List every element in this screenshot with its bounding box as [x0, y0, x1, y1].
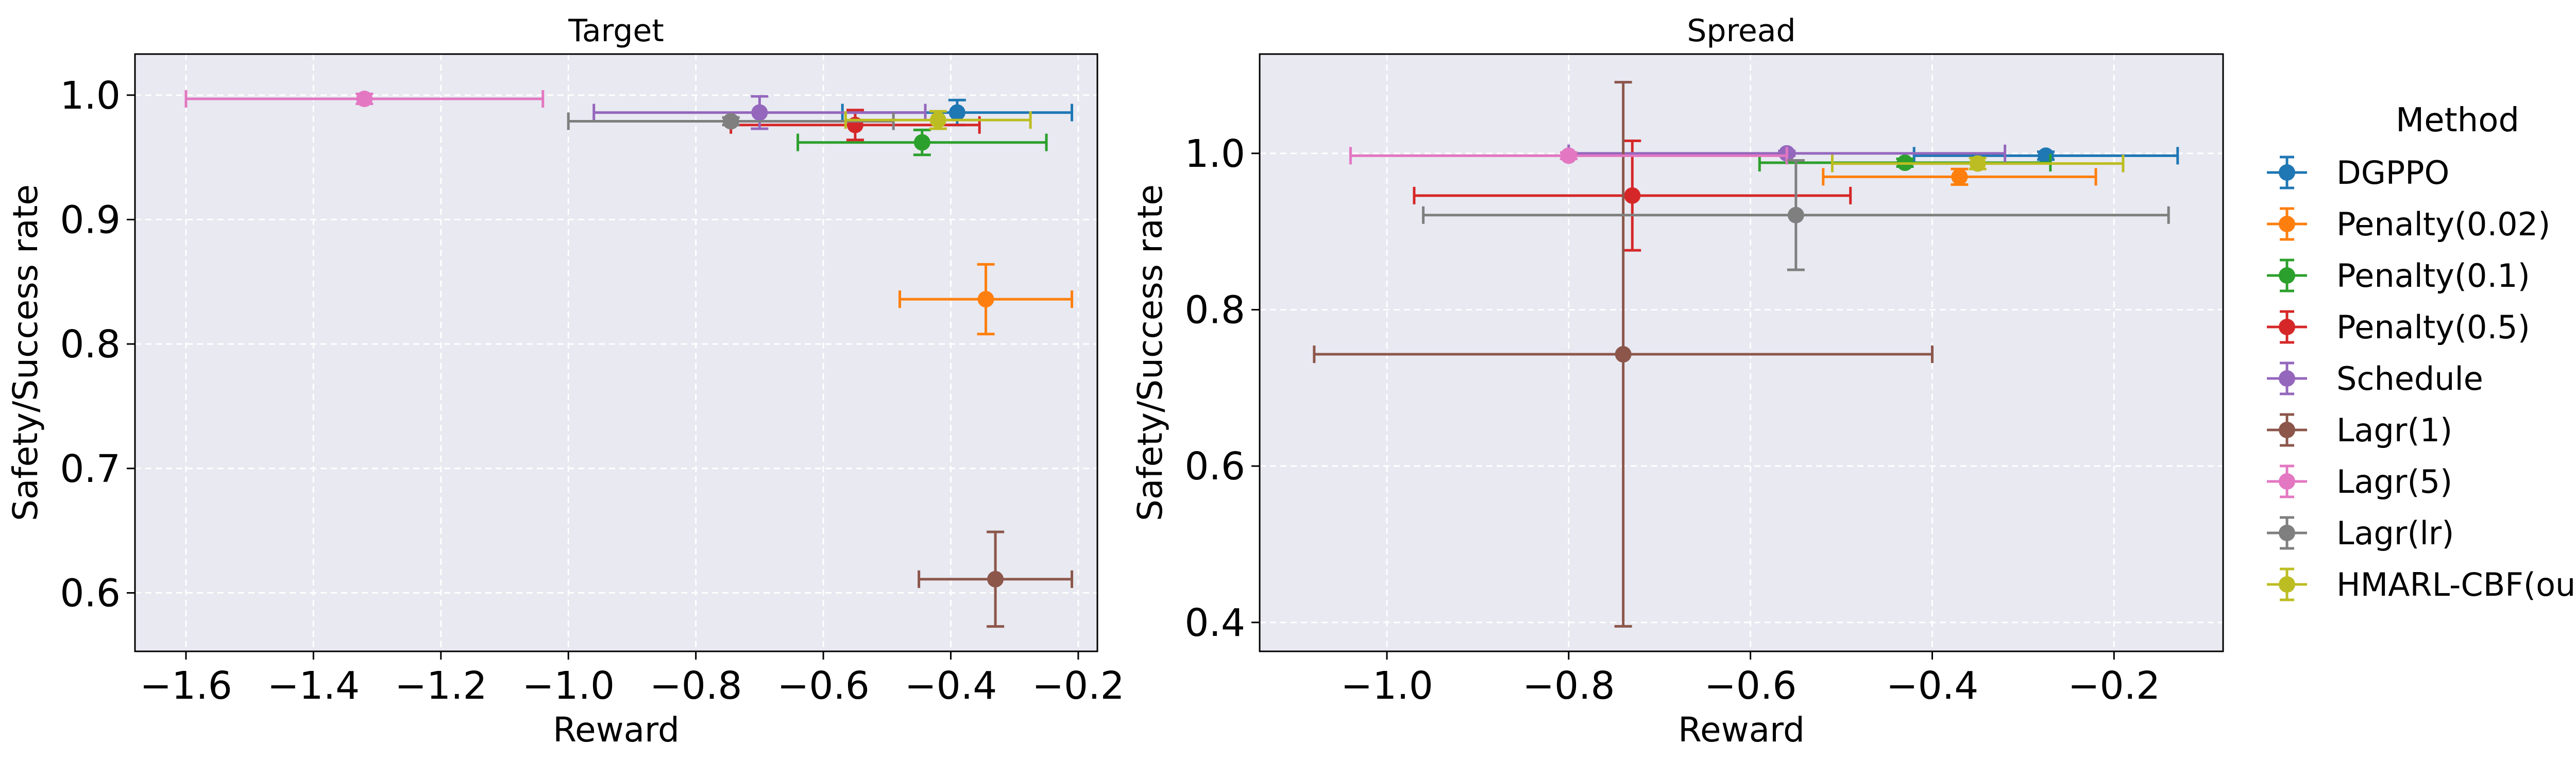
x-tick-label: −0.8	[650, 664, 742, 708]
errorbar-point-hmarl-cbf-ours	[844, 110, 1032, 130]
errorbar-point-lagr-1	[1313, 81, 1934, 628]
legend-label: DGPPO	[2336, 154, 2449, 192]
errorbar-point-lagr-5	[1349, 147, 1788, 165]
data-points-spread	[1313, 81, 2179, 628]
legend-marker	[2279, 422, 2295, 438]
legend-item-lagr-5: Lagr(5)	[2267, 463, 2452, 500]
y-axis-ticks-spread: 0.4 0.6 0.8 1.0	[1184, 132, 1260, 645]
legend-label: Penalty(0.5)	[2336, 308, 2530, 346]
x-tick-label: −1.4	[267, 664, 360, 708]
marker	[751, 104, 768, 121]
legend-title: Method	[2396, 101, 2519, 140]
legend-item-lagr-1: Lagr(1)	[2267, 411, 2452, 449]
errorbar-point-lagr-lr	[567, 112, 895, 130]
x-tick-label: −0.2	[2067, 664, 2160, 708]
legend-item-dgppo: DGPPO	[2267, 154, 2449, 192]
x-tick-label: −0.8	[1522, 664, 1615, 708]
marker	[1615, 346, 1632, 363]
plot-area-target	[135, 54, 1097, 651]
marker	[1969, 155, 1986, 172]
x-tick-label: −0.6	[777, 664, 870, 708]
errorbar-point-penalty-0-1	[796, 128, 1048, 157]
marker	[977, 291, 994, 308]
legend-label: Lagr(1)	[2336, 411, 2452, 449]
legend-item-lagr-lr: Lagr(lr)	[2267, 514, 2454, 552]
legend-marker	[2279, 216, 2295, 232]
errorbar-point-lagr-lr	[1422, 159, 2170, 271]
chart-title-target: Target	[568, 13, 664, 49]
x-tick-label: −1.6	[140, 664, 232, 708]
y-axis-ticks-target: 0.6 0.7 0.8 0.9 1.0	[60, 74, 135, 615]
y-tick-label: 1.0	[60, 74, 121, 118]
y-tick-label: 0.6	[1184, 444, 1245, 489]
y-axis-label-spread: Safety/Success rate	[1130, 184, 1170, 521]
marker	[948, 104, 965, 121]
y-tick-label: 1.0	[1184, 132, 1245, 176]
legend-marker	[2279, 370, 2295, 387]
legend-marker	[2279, 267, 2295, 284]
legend-label: Lagr(5)	[2336, 463, 2452, 500]
x-tick-label: −0.2	[1032, 664, 1125, 708]
y-tick-label: 0.7	[60, 447, 121, 491]
plot-frame-target	[134, 53, 1098, 652]
grid-target	[135, 54, 1097, 651]
errorbar-point-dgppo	[1912, 147, 2179, 165]
chart-spread: Spread Reward Safety/Success rate −1.0 −0…	[1130, 13, 2224, 750]
marker	[356, 91, 373, 107]
data-points-target	[184, 90, 1074, 628]
errorbar-point-penalty-0-02	[899, 263, 1074, 336]
x-tick-label: −1.0	[1341, 664, 1433, 708]
legend-label: Penalty(0.02)	[2336, 205, 2550, 243]
x-tick-label: −0.4	[905, 664, 997, 708]
legend-label: Schedule	[2336, 360, 2483, 398]
y-axis-label-target: Safety/Success rate	[6, 184, 45, 521]
x-tick-label: −0.4	[1886, 664, 1979, 708]
legend-marker	[2279, 473, 2295, 490]
x-axis-label-spread: Reward	[1678, 710, 1805, 750]
x-tick-label: −0.6	[1704, 664, 1797, 708]
errorbar-point-penalty-0-5	[1413, 140, 1852, 252]
legend-item-schedule: Schedule	[2267, 360, 2483, 398]
errorbar-point-schedule	[592, 95, 927, 130]
legend-marker	[2279, 525, 2295, 541]
legend-item-penalty-0-02: Penalty(0.02)	[2267, 205, 2550, 243]
marker	[929, 112, 946, 129]
errorbar-point-penalty-0-02	[1822, 167, 2097, 186]
x-tick-label: −1.2	[395, 664, 487, 708]
marker	[913, 134, 930, 151]
plot-frame-spread	[1259, 53, 2224, 652]
marker	[987, 571, 1004, 588]
chart-target: Target Reward Safety/Success rate −1.6 −1…	[6, 13, 1125, 750]
legend-item-penalty-0-5: Penalty(0.5)	[2267, 308, 2530, 346]
marker	[1787, 206, 1804, 223]
legend-label: HMARL-CBF(ours)	[2336, 566, 2576, 603]
y-tick-label: 0.8	[60, 322, 121, 367]
legend-marker	[2279, 319, 2295, 335]
y-tick-label: 0.4	[1184, 601, 1245, 645]
legend-marker	[2279, 164, 2295, 181]
marker	[1560, 147, 1577, 164]
x-tick-label: −1.0	[522, 664, 615, 708]
legend-marker	[2279, 576, 2295, 593]
errorbar-point-lagr-5	[184, 90, 545, 108]
marker	[722, 113, 739, 130]
y-tick-label: 0.9	[60, 198, 121, 242]
legend: Method DGPPO Penalty(0.02) Penalty(0.1) Pen…	[2267, 101, 2576, 603]
errorbar-point-hmarl-cbf-ours	[1831, 154, 2125, 172]
plot-area-spread	[1260, 54, 2223, 651]
x-axis-ticks-spread: −1.0 −0.8 −0.6 −0.4 −0.2	[1341, 651, 2160, 708]
legend-label: Penalty(0.1)	[2336, 257, 2530, 295]
y-tick-label: 0.8	[1184, 288, 1245, 332]
x-axis-label-target: Reward	[553, 710, 680, 750]
x-axis-ticks-target: −1.6 −1.4 −1.2 −1.0 −0.8 −0.6 −0.4 −0.2	[140, 651, 1125, 708]
legend-label: Lagr(lr)	[2336, 514, 2454, 552]
legend-item-penalty-0-1: Penalty(0.1)	[2267, 257, 2530, 295]
marker	[1624, 187, 1641, 204]
legend-item-hmarl-cbf-ours: HMARL-CBF(ours)	[2267, 566, 2576, 603]
marker	[1951, 168, 1968, 185]
errorbar-point-lagr-1	[918, 530, 1074, 628]
y-tick-label: 0.6	[60, 571, 121, 615]
chart-title-spread: Spread	[1687, 13, 1795, 49]
